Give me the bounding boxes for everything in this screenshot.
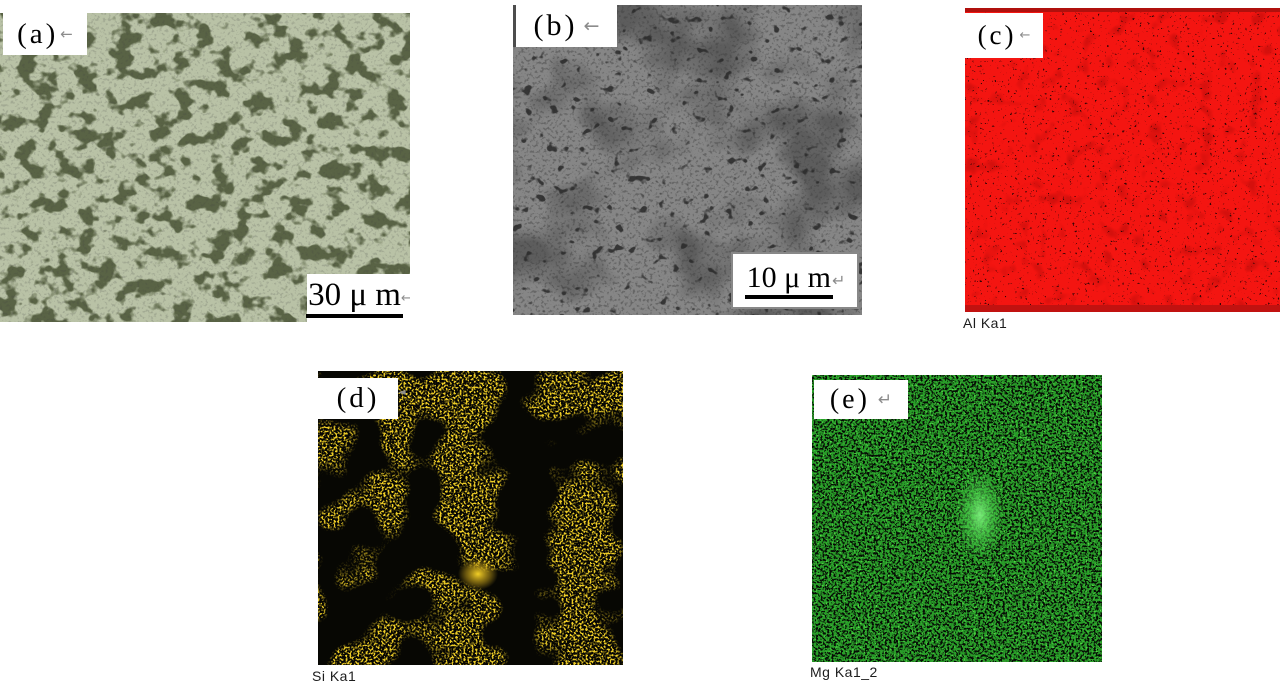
- micrograph-b-image: [513, 5, 862, 315]
- panel-b-label-box: (b) ←: [513, 5, 617, 47]
- panel-d-label-box: (d): [318, 378, 398, 419]
- panel-e-eds-map-mg: (e) ↵: [812, 375, 1102, 662]
- panel-c-eds-map-al: (c) ←: [965, 8, 1280, 312]
- paragraph-arrow-icon: ←: [60, 25, 73, 43]
- panel-b-scale-bar-box: 10 μ m ↵: [731, 252, 859, 309]
- panel-a-scale-bar-box: 30 μ m ←: [306, 274, 410, 322]
- panel-e-label: (e): [829, 383, 870, 415]
- panel-a-label-box: (a) ←: [3, 13, 87, 55]
- panel-b-label: (b): [533, 9, 578, 42]
- micrograph-a-image: [0, 13, 410, 322]
- return-arrow-icon: ↵: [832, 271, 846, 290]
- panel-d-eds-map-si: (d) ◄: [318, 371, 623, 665]
- panel-d-caption: Si Ka1: [312, 668, 357, 684]
- eds-map-al-image: [965, 8, 1280, 312]
- panel-a-scale-bar-text: 30 μ m: [306, 278, 403, 318]
- paragraph-arrow-icon: ←: [1019, 28, 1031, 43]
- panel-a-optical-micrograph: (a) ← 30 μ m ←: [0, 13, 410, 322]
- return-arrow-icon: ↵: [877, 389, 893, 410]
- eds-map-si-image: [318, 371, 623, 665]
- paragraph-arrow-icon: ←: [583, 15, 600, 37]
- panel-c-label: (c): [977, 20, 1017, 50]
- panel-c-label-box: (c) ←: [965, 13, 1043, 58]
- panel-a-label: (a): [17, 17, 59, 50]
- panel-e-caption: Mg Ka1_2: [810, 664, 878, 680]
- panel-d-label: (d): [336, 382, 380, 414]
- panel-e-label-box: (e) ↵: [814, 380, 908, 419]
- eds-map-mg-image: [812, 375, 1102, 662]
- panel-b-sem-micrograph: (b) ← 10 μ m ↵: [513, 5, 862, 315]
- small-arrow-icon: ◄: [398, 387, 406, 398]
- panel-b-scale-bar-text: 10 μ m: [744, 262, 833, 299]
- panel-c-caption: Al Ka1: [963, 315, 1008, 331]
- paragraph-arrow-icon: ←: [400, 290, 410, 306]
